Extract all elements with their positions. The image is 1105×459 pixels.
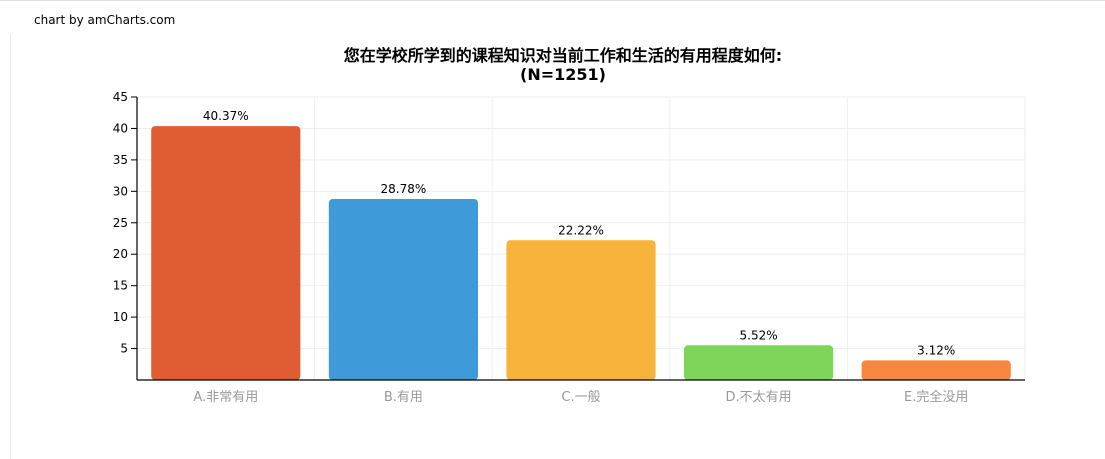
data-label: 22.22% [558, 223, 604, 237]
bar [328, 199, 478, 380]
bar [861, 360, 1011, 380]
chart-subtitle: (N=1251) [520, 65, 606, 84]
frame-top-border [0, 0, 1105, 1]
category-label: A.非常有用 [193, 390, 258, 405]
bar [151, 126, 301, 380]
y-tick-label: 40 [113, 121, 128, 135]
chart-title: 您在学校所学到的课程知识对当前工作和生活的有用程度如何: [344, 46, 782, 65]
labels: 40.37% A.非常有用 28.78% B.有用 22.22% C.一般 5.52% D.不… [193, 109, 968, 405]
data-label: 40.37% [203, 109, 249, 123]
y-tick-label: 45 [113, 90, 128, 104]
category-label: B.有用 [384, 390, 423, 405]
y-tick-label: 15 [113, 279, 128, 293]
axes: 5 10 15 20 25 30 35 40 45 [113, 90, 1025, 381]
data-label: 5.52% [740, 328, 778, 342]
y-tick-label: 5 [120, 342, 128, 356]
category-label: E.完全没用 [904, 389, 968, 405]
bars [151, 126, 1011, 380]
y-tick-label: 10 [113, 310, 128, 324]
y-tick-label: 25 [113, 216, 128, 230]
frame-left-border [10, 35, 11, 459]
category-label: C.一般 [561, 389, 600, 405]
category-label: D.不太有用 [726, 390, 792, 405]
amcharts-credit[interactable]: chart by amCharts.com [34, 13, 176, 27]
y-tick-label: 30 [113, 184, 128, 198]
data-label: 28.78% [381, 182, 427, 196]
y-tick-label: 35 [113, 153, 128, 167]
data-label: 3.12% [917, 343, 955, 357]
bar [684, 345, 834, 380]
bar [506, 240, 656, 380]
y-tick-label: 20 [113, 247, 128, 261]
